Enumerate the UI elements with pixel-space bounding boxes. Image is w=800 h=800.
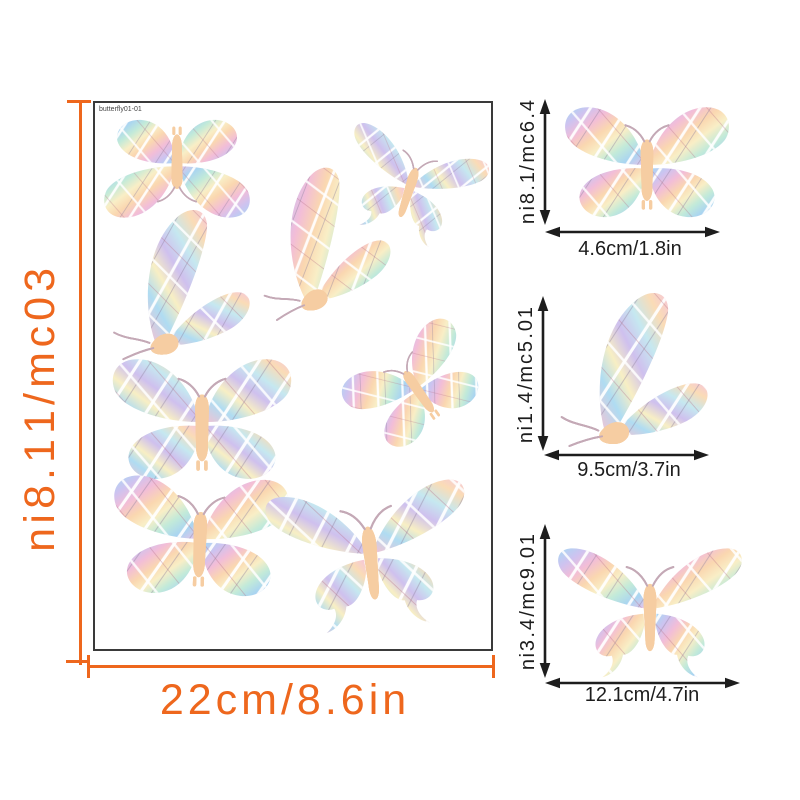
sheet-corner-code: butterfly01-01 (99, 106, 142, 113)
sheet-height-line (79, 101, 82, 665)
single-butterfly-small (563, 105, 731, 219)
sheet-butterfly-6 (334, 311, 496, 462)
single-butterfly-side (560, 291, 709, 447)
sheet-width-line-left-tick (87, 655, 90, 678)
sheet-butterfly-8 (263, 476, 479, 640)
sheet-height-label: 30cm/11.8in (16, 267, 64, 553)
side-butterfly-height-arrow (537, 296, 549, 451)
sheet-butterfly-2 (105, 205, 254, 361)
side-butterfly-height-label: 10.5cm/4.1in (515, 306, 537, 444)
sheet-width-line-right-tick (492, 655, 495, 678)
swallowtail-width-label: 12.1cm/4.7in (584, 684, 700, 706)
swallowtail-height-arrow (539, 524, 551, 678)
sheet-height-line-bottom-tick (66, 660, 90, 663)
side-butterfly-width-label: 9.5cm/3.7in (577, 459, 681, 481)
side-butterfly-width-arrow (544, 449, 709, 461)
single-butterfly-swallowtail (557, 547, 743, 679)
decal-sheet: butterfly01-01 (93, 101, 496, 651)
sheet-height-line-top-tick (67, 100, 91, 103)
small-butterfly-height-label: 4.6cm/1.8in (517, 100, 539, 224)
small-butterfly-width-label: 4.6cm/1.8in (578, 238, 682, 260)
sheet-width-label: 22cm/8.6in (159, 676, 411, 724)
swallowtail-width-arrow (545, 677, 740, 689)
sheet-width-line (87, 665, 495, 668)
small-butterfly-width-arrow (545, 226, 720, 238)
small-butterfly-height-arrow (539, 99, 551, 225)
swallowtail-height-label: 10.9cm/4.3in (517, 533, 539, 671)
